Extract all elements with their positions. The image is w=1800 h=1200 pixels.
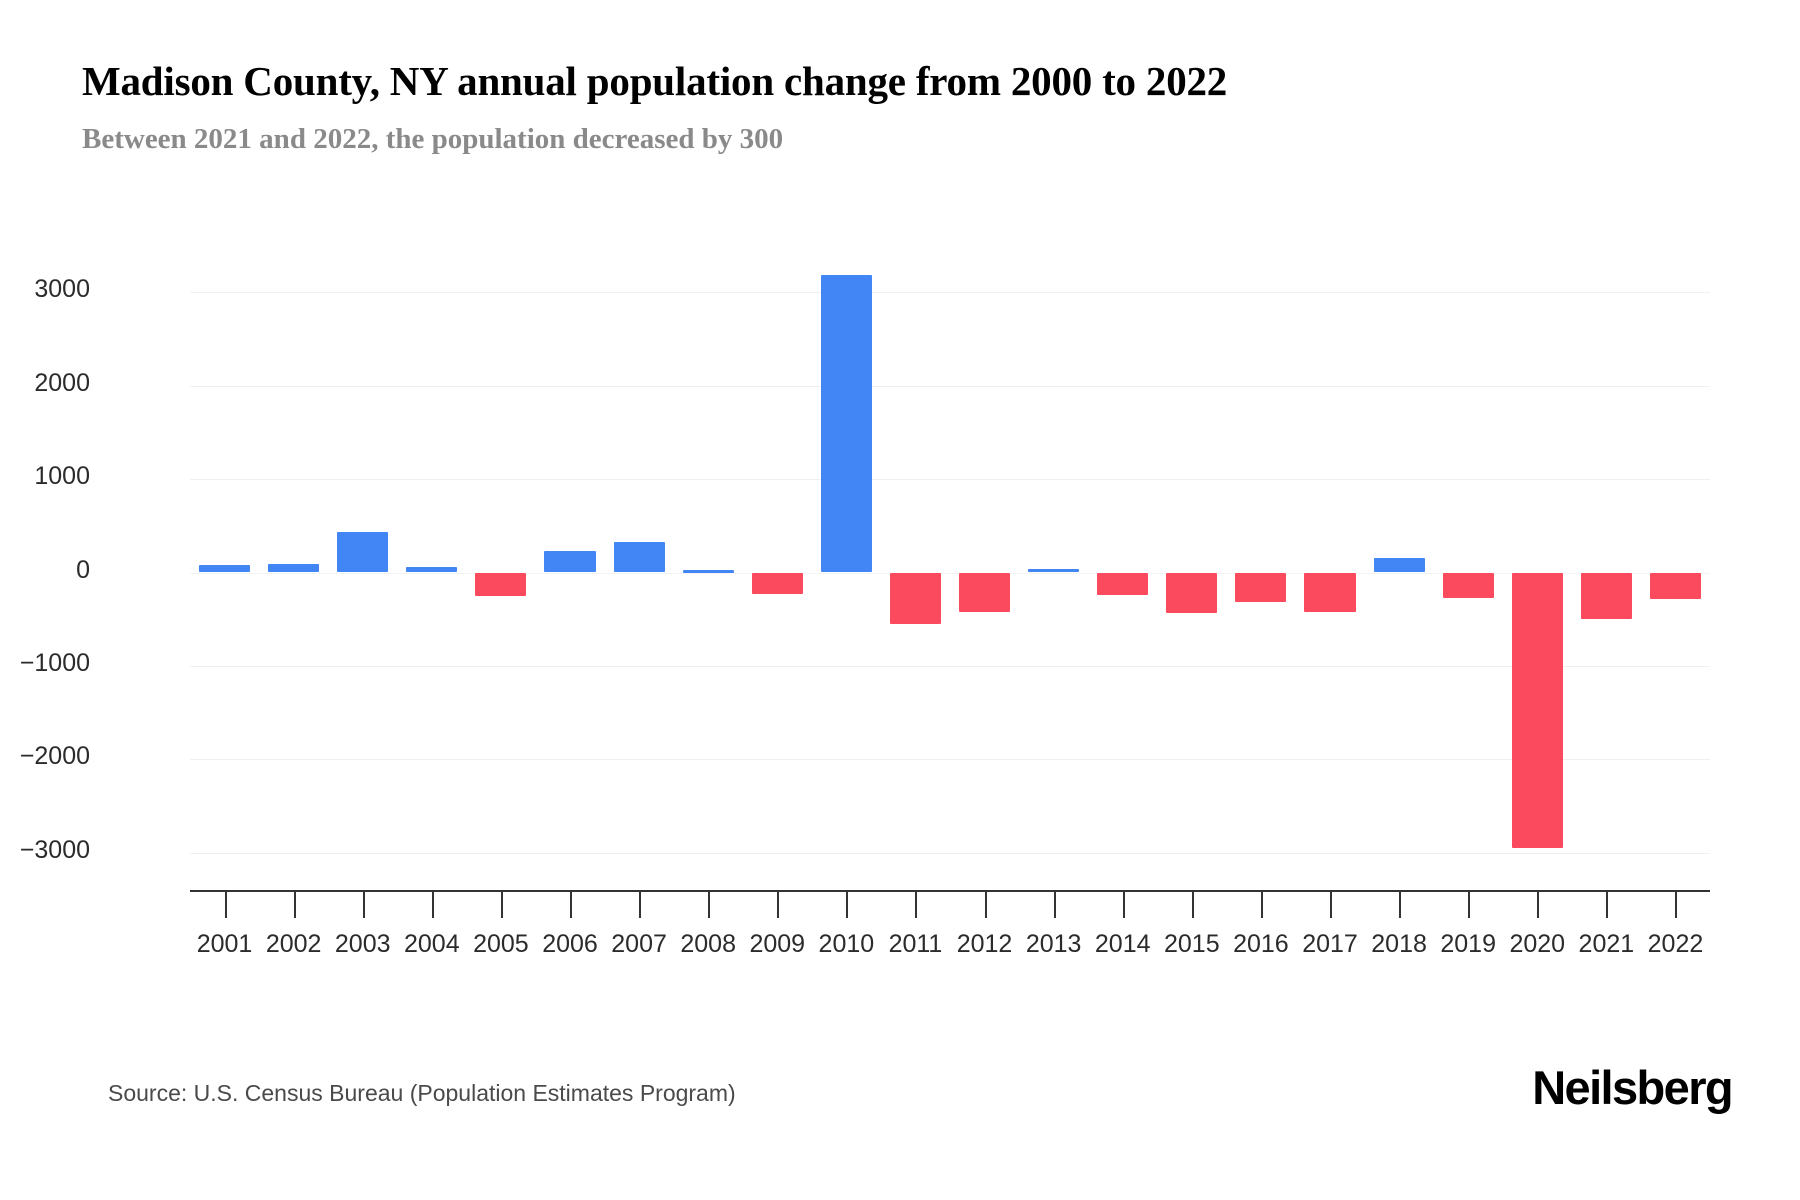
gridline--1000 [190,665,1710,667]
x-tick-label-2012: 2012 [956,930,1013,958]
x-tick-2012 [984,892,987,918]
bar-2006[interactable] [544,551,596,573]
x-tick-label-2019: 2019 [1440,930,1496,958]
x-tick-2001 [224,892,227,918]
x-tick-label-2005: 2005 [473,930,529,958]
x-tick-label-2009: 2009 [749,930,806,958]
x-tick-label-2022: 2022 [1647,930,1704,958]
x-tick-label-2011: 2011 [888,930,943,958]
bar-2017[interactable] [1304,572,1356,612]
page-subtitle: Between 2021 and 2022, the population de… [82,123,784,155]
x-tick-2004 [431,892,434,918]
gridline-1000 [190,479,1710,481]
x-tick-label-2007: 2007 [611,930,667,958]
x-tick-2016 [1260,892,1263,918]
x-tick-label-2014: 2014 [1094,930,1151,958]
x-tick-2010 [846,892,849,918]
x-tick-2005 [500,892,503,918]
x-tick-label-2013: 2013 [1025,930,1082,958]
bar-2001[interactable] [198,565,251,573]
x-tick-label-2017: 2017 [1302,930,1358,958]
x-tick-label-2018: 2018 [1371,930,1427,958]
x-tick-label-2015: 2015 [1164,930,1220,958]
x-tick-2013 [1053,892,1056,918]
bar-2011[interactable] [889,572,942,624]
bar-2012[interactable] [958,572,1011,612]
bar-2016[interactable] [1235,572,1287,603]
x-tick-2020 [1537,892,1540,918]
y-tick-label: −3000 [19,835,90,864]
bar-2020[interactable] [1511,572,1563,848]
gridline--2000 [190,759,1710,761]
gridline--3000 [190,852,1710,854]
x-tick-label-2016: 2016 [1233,930,1289,958]
bar-2022[interactable] [1649,572,1702,599]
y-tick-label: −2000 [19,742,90,771]
x-tick-label-2010: 2010 [818,930,875,958]
bar-2007[interactable] [613,541,665,573]
x-tick-label-2003: 2003 [334,930,391,958]
x-tick-label-2020: 2020 [1509,930,1566,958]
bar-2021[interactable] [1580,572,1632,620]
x-tick-2017 [1330,892,1332,918]
x-tick-label-2006: 2006 [542,930,598,958]
bar-2018[interactable] [1373,558,1425,573]
bar-2009[interactable] [751,572,803,594]
bar-2015[interactable] [1166,572,1218,613]
x-tick-2011 [915,892,918,918]
x-tick-2008 [708,892,711,918]
bar-2019[interactable] [1442,572,1494,598]
bar-2005[interactable] [475,572,527,596]
page-title: Madison County, NY annual population cha… [82,58,1228,104]
gridline-3000 [190,292,1710,294]
x-tick-2002 [293,892,296,918]
plot-area: 3000 2000 1000 0 −1000 −2000 −3000 [20,255,1710,890]
x-axis-line [190,890,1710,892]
bar-2014[interactable] [1097,572,1149,595]
y-tick-label: 0 [76,555,90,584]
gridline-2000 [190,385,1710,387]
x-tick-label-2021: 2021 [1578,930,1635,958]
x-tick-2019 [1468,892,1471,918]
y-tick-label: 2000 [34,368,90,397]
x-tick-2009 [777,892,780,918]
source-note: Source: U.S. Census Bureau (Population E… [108,1080,736,1106]
bar-2003[interactable] [337,532,389,573]
bar-2008[interactable] [682,569,734,573]
x-tick-2014 [1122,892,1125,918]
brand-logo: Neilsberg [1532,1061,1733,1114]
x-tick-2021 [1606,892,1609,918]
x-tick-label-2004: 2004 [404,930,460,958]
bar-2013[interactable] [1028,568,1080,573]
x-tick-2022 [1675,892,1678,918]
gridline-0 [190,572,1710,574]
x-tick-2007 [639,892,642,918]
x-tick-2015 [1191,892,1194,918]
bar-series [190,255,1710,890]
y-tick-label: 1000 [34,462,90,491]
bar-2010[interactable] [820,274,872,573]
x-tick-label-2002: 2002 [265,930,322,958]
x-tick-2018 [1399,892,1402,918]
y-tick-label: −1000 [19,648,90,677]
x-tick-label-2001: 2001 [196,930,253,958]
bar-2004[interactable] [406,566,458,573]
y-tick-label: 3000 [34,275,90,304]
x-tick-2003 [362,892,365,918]
bar-2002[interactable] [268,564,320,573]
x-tick-2006 [570,892,572,918]
x-tick-label-2008: 2008 [680,930,736,958]
